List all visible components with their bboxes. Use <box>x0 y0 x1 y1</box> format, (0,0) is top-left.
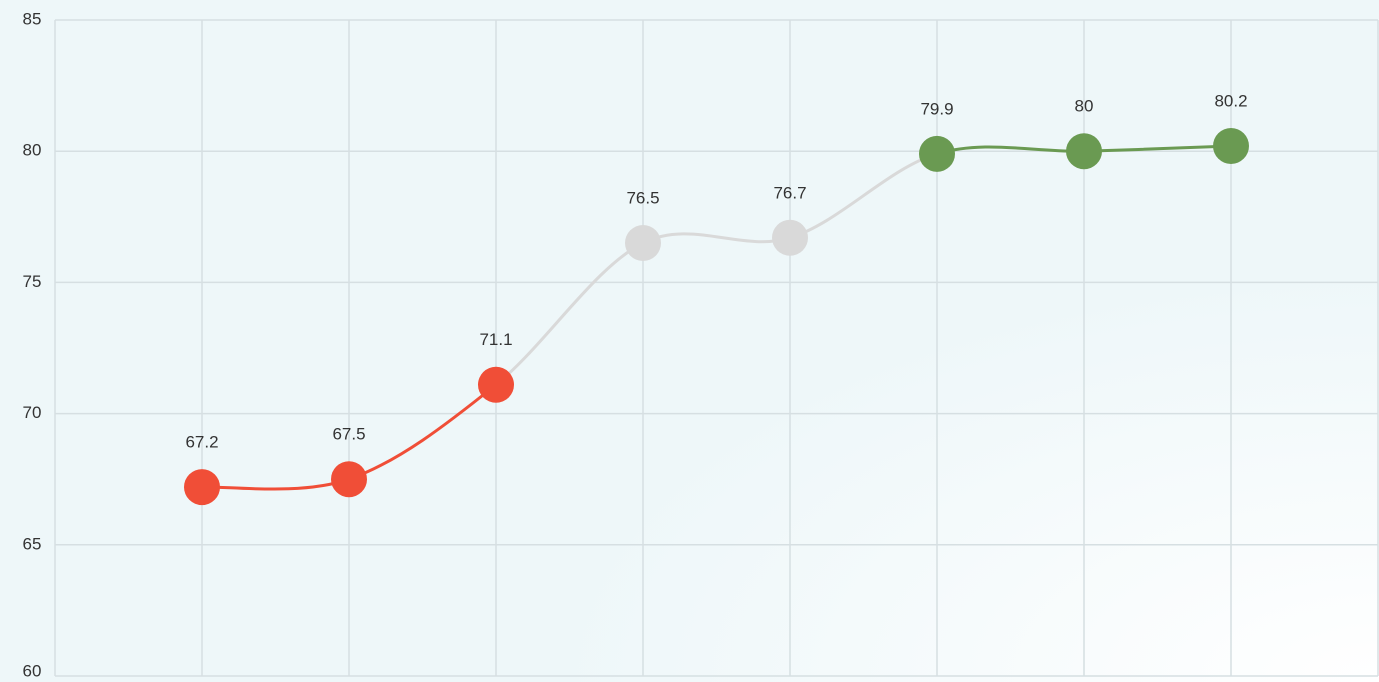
point <box>1066 133 1102 170</box>
y-tick-label: 60 <box>23 661 42 680</box>
point <box>625 225 661 262</box>
point <box>184 469 220 506</box>
data-label: 76.5 <box>626 189 659 208</box>
line-segment <box>348 383 497 481</box>
y-tick-label: 80 <box>23 141 42 160</box>
point <box>772 219 808 256</box>
point <box>331 461 367 498</box>
data-label: 67.5 <box>332 425 365 444</box>
y-tick-label: 75 <box>23 272 42 291</box>
y-tick-label: 70 <box>23 403 42 422</box>
data-label: 80 <box>1075 97 1094 116</box>
line-segment <box>789 152 938 240</box>
line-segment <box>495 241 644 386</box>
point <box>1213 127 1249 164</box>
data-label: 76.7 <box>773 183 806 202</box>
y-tick-label: 65 <box>23 534 42 553</box>
point <box>919 135 955 172</box>
y-tick-label: 85 <box>23 9 42 28</box>
data-label: 79.9 <box>920 99 953 118</box>
data-label: 71.1 <box>479 330 512 349</box>
data-label: 67.2 <box>185 433 218 452</box>
data-label: 80.2 <box>1214 91 1247 110</box>
point <box>478 366 514 403</box>
